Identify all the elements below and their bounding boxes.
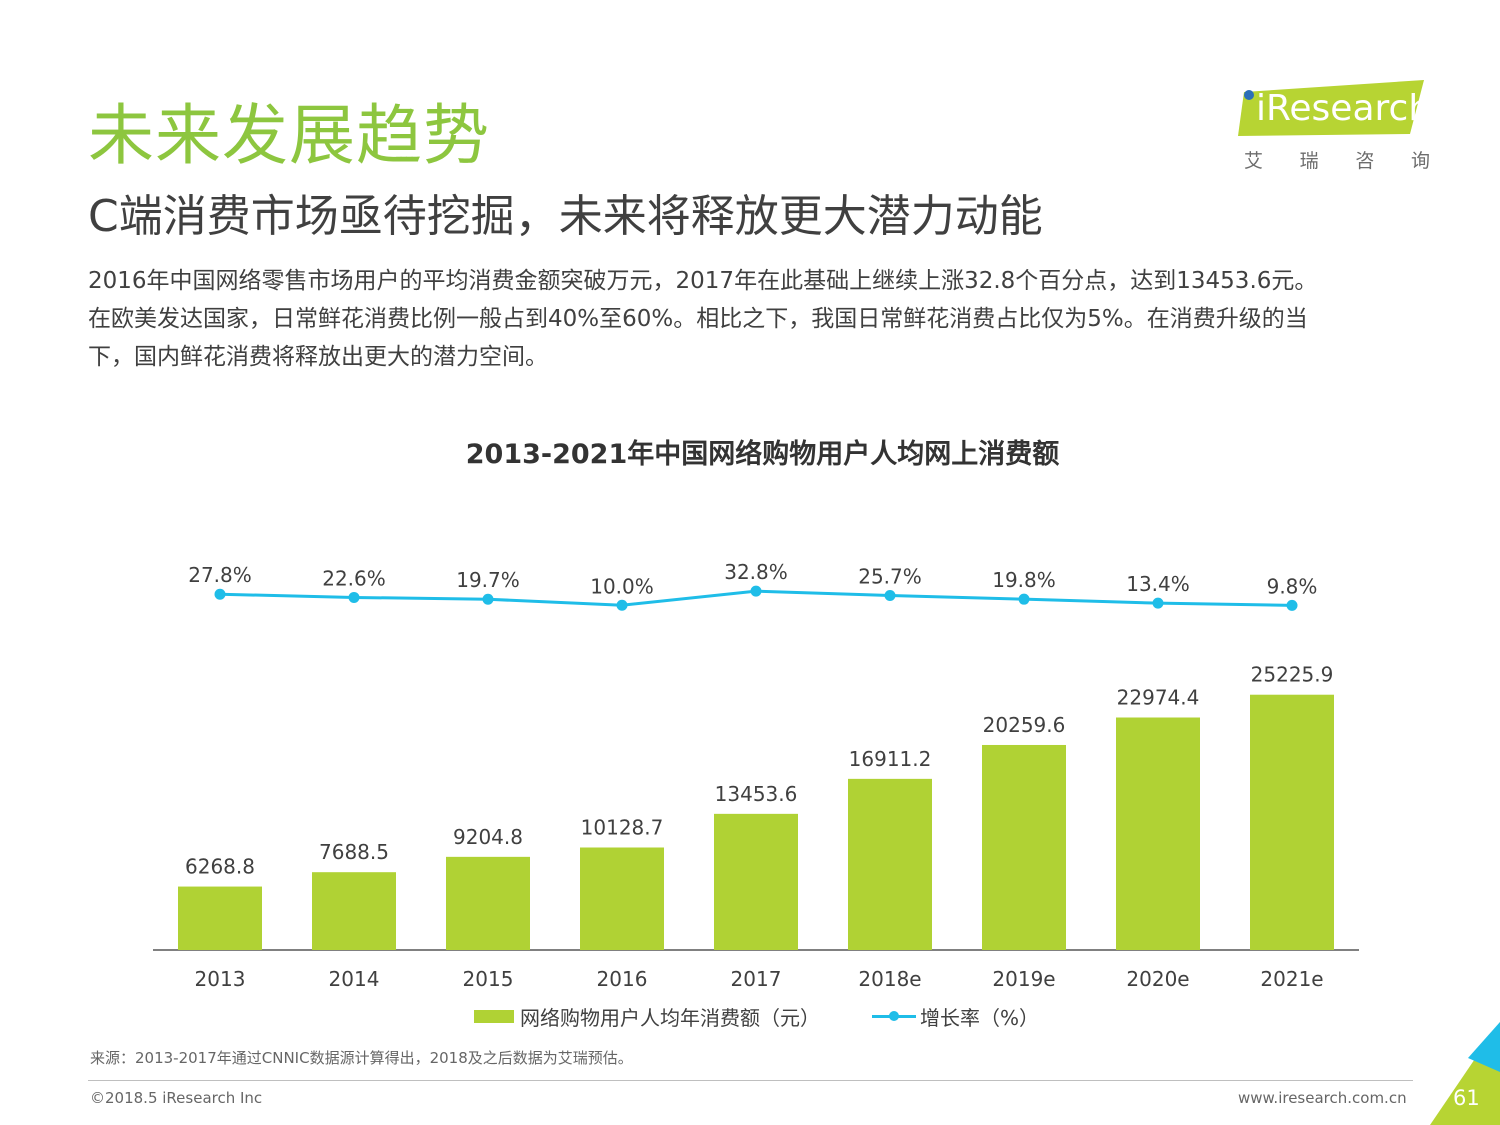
chart-title: 2013-2021年中国网络购物用户人均网上消费额 bbox=[465, 439, 1060, 470]
bar bbox=[312, 872, 396, 950]
bar-data-label: 6268.8 bbox=[185, 855, 255, 879]
logo-char: 询 bbox=[1410, 150, 1430, 172]
x-tick-label: 2014 bbox=[329, 967, 380, 991]
page-number: 61 bbox=[1453, 1086, 1480, 1110]
logo-wordmark: iResearch bbox=[1256, 88, 1432, 129]
bar-data-label: 20259.6 bbox=[983, 713, 1066, 737]
growth-rate-data-label: 19.8% bbox=[992, 568, 1056, 592]
bar bbox=[982, 744, 1066, 950]
source-note: 来源：2013-2017年通过CNNIC数据源计算得出，2018及之后数据为艾瑞… bbox=[90, 1049, 633, 1067]
growth-rate-data-label: 27.8% bbox=[188, 563, 252, 587]
bar bbox=[1250, 694, 1334, 950]
footer-divider bbox=[88, 1080, 1413, 1081]
bar bbox=[446, 856, 530, 950]
growth-rate-point bbox=[482, 593, 494, 605]
page-title: 未来发展趋势 bbox=[88, 97, 490, 174]
bar-data-label: 9204.8 bbox=[453, 825, 523, 849]
growth-rate-point bbox=[1286, 599, 1298, 611]
bar-data-label: 16911.2 bbox=[849, 747, 932, 771]
chart-legend: 网络购物用户人均年消费额（元） 增长率（%） bbox=[474, 1002, 1039, 1031]
bar bbox=[848, 778, 932, 950]
growth-rate-data-label: 25.7% bbox=[858, 565, 922, 589]
bar-data-label: 25225.9 bbox=[1251, 663, 1334, 687]
combo-chart: 6268.8 2013 7688.5 2014 9204.8 2015 10128.7 201… bbox=[153, 560, 1359, 991]
growth-rate-data-label: 10.0% bbox=[590, 574, 654, 598]
logo-char: 咨 bbox=[1355, 150, 1375, 172]
x-tick-label: 2021e bbox=[1260, 967, 1323, 991]
bar-data-label: 13453.6 bbox=[715, 782, 798, 806]
growth-rate-point bbox=[214, 588, 226, 600]
legend-line-label: 增长率（%） bbox=[920, 1006, 1040, 1030]
growth-rate-point bbox=[348, 591, 360, 603]
iresearch-logo-icon bbox=[1238, 80, 1424, 136]
growth-rate-data-label: 22.6% bbox=[322, 566, 386, 590]
x-tick-label: 2018e bbox=[858, 967, 921, 991]
logo-chinese-name: 艾 瑞 咨 询 bbox=[1244, 146, 1430, 173]
intro-line-2: 在欧美发达国家，日常鲜花消费比例一般占到40%至60%。相比之下，我国日常鲜花消… bbox=[88, 306, 1308, 332]
bar-data-label: 7688.5 bbox=[319, 840, 389, 864]
intro-paragraph: 2016年中国网络零售市场用户的平均消费金额突破万元，2017年在此基础上继续上… bbox=[88, 262, 1428, 376]
legend-line-swatch bbox=[872, 1010, 916, 1023]
growth-rate-data-label: 19.7% bbox=[456, 568, 520, 592]
corner-triangle-icon bbox=[1430, 1022, 1500, 1125]
growth-rate-data-label: 13.4% bbox=[1126, 572, 1190, 596]
page-subtitle: C端消费市场亟待挖掘，未来将释放更大潜力动能 bbox=[88, 191, 1043, 242]
logo-char: 艾 bbox=[1244, 150, 1264, 172]
bar-data-label: 22974.4 bbox=[1117, 685, 1200, 709]
copyright: ©2018.5 iResearch Inc bbox=[90, 1089, 263, 1107]
bar bbox=[580, 847, 664, 950]
bar bbox=[1116, 717, 1200, 950]
growth-rate-point bbox=[884, 590, 896, 602]
logo-char: 瑞 bbox=[1299, 150, 1319, 172]
bar-data-label: 10128.7 bbox=[581, 815, 664, 839]
legend-bar-label: 网络购物用户人均年消费额（元） bbox=[520, 1006, 820, 1030]
growth-rate-point bbox=[1018, 593, 1030, 605]
bar bbox=[714, 813, 798, 950]
growth-rate-data-label: 9.8% bbox=[1267, 574, 1318, 598]
growth-rate-data-label: 32.8% bbox=[724, 560, 788, 584]
intro-line-1: 2016年中国网络零售市场用户的平均消费金额突破万元，2017年在此基础上继续上… bbox=[88, 268, 1318, 294]
growth-rate-point bbox=[1152, 597, 1164, 609]
x-tick-label: 2019e bbox=[992, 967, 1055, 991]
x-tick-label: 2015 bbox=[463, 967, 514, 991]
x-tick-label: 2013 bbox=[195, 967, 246, 991]
growth-rate-point bbox=[750, 585, 762, 597]
growth-rate-point bbox=[616, 599, 628, 611]
legend-bar-swatch bbox=[474, 1010, 514, 1023]
x-tick-label: 2017 bbox=[731, 967, 782, 991]
x-tick-label: 2020e bbox=[1126, 967, 1189, 991]
website-link[interactable]: www.iresearch.com.cn bbox=[1238, 1089, 1407, 1107]
x-tick-label: 2016 bbox=[597, 967, 648, 991]
bar bbox=[178, 886, 262, 950]
intro-line-3: 下，国内鲜花消费将释放出更大的潜力空间。 bbox=[88, 344, 548, 370]
